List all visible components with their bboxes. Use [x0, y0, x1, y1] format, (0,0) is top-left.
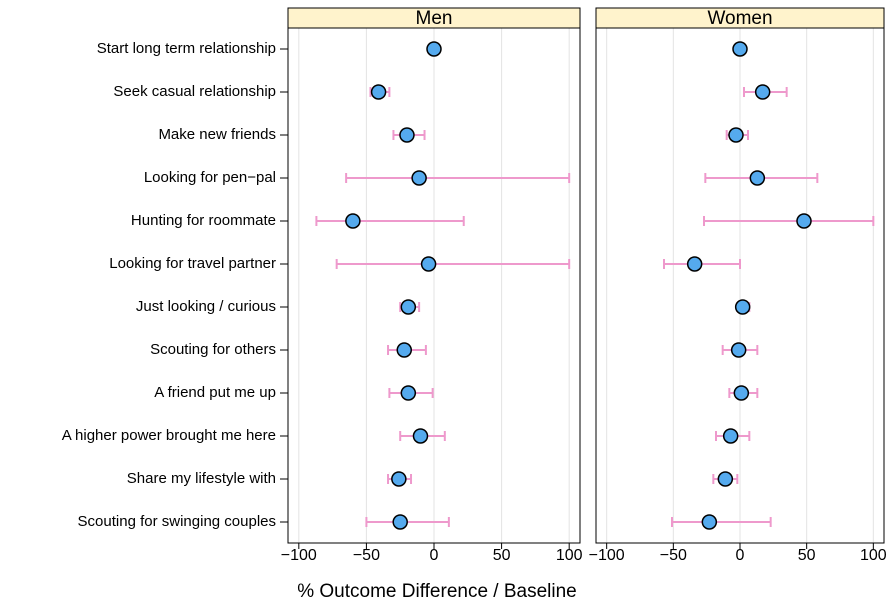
y-tick-label: Looking for pen−pal — [144, 169, 276, 186]
y-tick-label: Hunting for roommate — [131, 212, 276, 229]
y-tick-label: A friend put me up — [154, 384, 276, 401]
point — [686, 256, 703, 272]
point — [345, 213, 361, 229]
point — [728, 127, 744, 143]
panel-title: Women — [707, 8, 772, 29]
y-tick-label: Share my lifestyle with — [127, 470, 276, 487]
point — [730, 342, 747, 358]
point — [722, 428, 739, 444]
y-tick-label: Scouting for swinging couples — [78, 513, 276, 530]
x-tick-label: −50 — [353, 547, 380, 564]
point — [754, 84, 771, 100]
y-tick-label: Scouting for others — [150, 341, 276, 358]
y-tick-label: Seek casual relationship — [113, 83, 276, 100]
panel-frame — [287, 27, 581, 544]
point — [411, 170, 427, 186]
point — [396, 342, 413, 358]
point — [370, 84, 387, 100]
point — [399, 127, 415, 143]
point — [412, 428, 429, 444]
x-tick-label: −50 — [660, 547, 687, 564]
panel-frame — [595, 27, 885, 544]
point — [400, 385, 417, 401]
point — [420, 256, 437, 272]
point — [392, 514, 408, 530]
y-tick-label: Just looking / curious — [136, 298, 276, 315]
point — [717, 471, 734, 487]
point — [749, 170, 766, 186]
x-tick-label: −100 — [589, 547, 625, 564]
point — [732, 41, 748, 57]
x-tick-label: −100 — [281, 547, 317, 564]
panel-title: Men — [416, 8, 453, 29]
point — [426, 41, 442, 57]
y-tick-label: Start long term relationship — [97, 40, 276, 57]
point — [733, 385, 750, 401]
point — [391, 471, 407, 487]
x-tick-label: 50 — [798, 547, 816, 564]
y-tick-label: Looking for travel partner — [109, 255, 276, 272]
y-tick-label: A higher power brought me here — [62, 427, 276, 444]
x-tick-label: 100 — [556, 547, 583, 564]
point — [701, 514, 718, 530]
x-tick-label: 0 — [736, 547, 745, 564]
x-tick-label: 50 — [493, 547, 511, 564]
point — [400, 299, 417, 315]
x-tick-label: 100 — [860, 547, 887, 564]
y-tick-label: Make new friends — [158, 126, 276, 143]
point — [796, 213, 812, 229]
x-tick-label: 0 — [430, 547, 439, 564]
point — [734, 299, 751, 315]
x-axis-label: % Outcome Difference / Baseline — [297, 581, 577, 602]
